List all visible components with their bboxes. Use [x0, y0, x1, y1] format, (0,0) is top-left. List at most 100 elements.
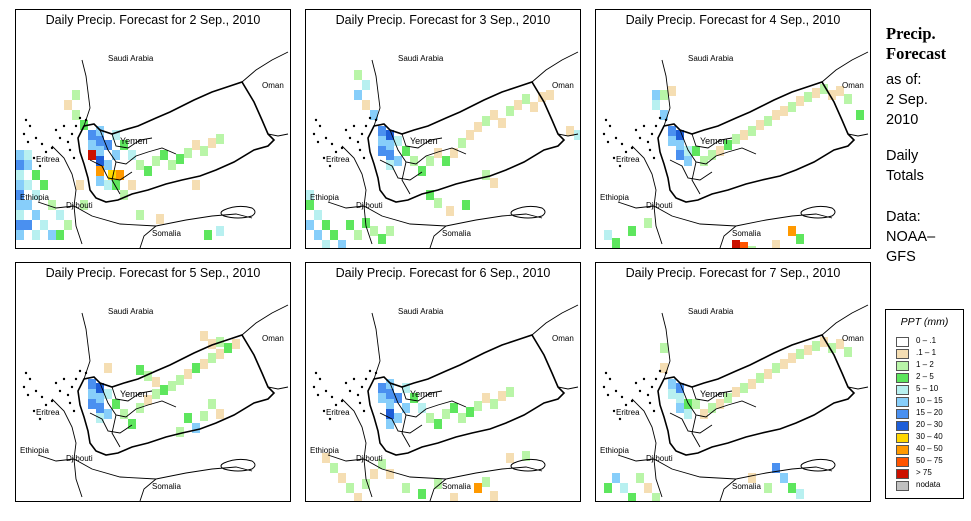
precip-cell: [522, 94, 530, 104]
coast-island: [634, 128, 638, 132]
country-border: [691, 414, 701, 448]
label-yemen: Yemen: [700, 389, 728, 399]
coast-island: [356, 140, 360, 144]
socotra-island: [800, 458, 836, 472]
precip-cell: [192, 423, 200, 433]
coast-island: [606, 140, 610, 144]
precip-cell: [104, 363, 112, 373]
precip-cell: [346, 483, 354, 493]
precip-cell: [788, 483, 796, 493]
precip-cell: [24, 200, 32, 210]
legend-swatch: [896, 421, 909, 431]
coast-island: [648, 401, 652, 405]
precip-cell: [144, 166, 152, 176]
country-border: [661, 312, 671, 380]
precip-cell: [362, 80, 370, 90]
coast-island: [648, 148, 652, 152]
precip-cell: [112, 180, 120, 190]
precip-cell: [346, 220, 354, 230]
precip-cell: [322, 240, 330, 248]
precip-cell: [136, 365, 144, 375]
legend-label: 10 – 15: [916, 396, 943, 405]
precip-cell: [668, 379, 676, 389]
precip-cell: [434, 479, 442, 489]
coast-island: [374, 371, 378, 375]
label-somalia: Somalia: [152, 229, 181, 238]
precip-cell: [330, 463, 338, 473]
precip-cell: [354, 90, 362, 100]
legend-label: .1 – 1: [916, 348, 937, 357]
coast-island: [54, 381, 58, 385]
precip-cell: [88, 150, 96, 160]
coast-island: [54, 128, 58, 132]
country-border: [669, 159, 713, 181]
precip-cell: [338, 473, 346, 483]
precip-cell: [684, 399, 692, 409]
coast-island: [70, 385, 74, 389]
precip-cell: [458, 138, 466, 148]
precip-cell: [394, 393, 402, 403]
country-border: [371, 59, 381, 127]
country-border: [691, 161, 701, 195]
precip-cell: [652, 493, 660, 501]
label-djibouti: Djibouti: [646, 201, 673, 210]
precip-cell: [16, 150, 24, 160]
coast-island: [72, 156, 76, 160]
coast-island: [356, 393, 360, 397]
coast-island: [618, 164, 622, 168]
precip-cell: [176, 427, 184, 437]
coast-island: [38, 164, 42, 168]
precip-cell: [402, 383, 410, 393]
precip-cell: [506, 453, 514, 463]
precip-cell: [764, 369, 772, 379]
country-border: [691, 133, 733, 149]
coast-island: [66, 140, 70, 144]
precip-cell: [120, 140, 128, 150]
precip-cell: [362, 100, 370, 110]
label-saudi-arabia: Saudi Arabia: [688, 307, 734, 316]
precip-cell: [80, 200, 88, 210]
precip-cell: [128, 150, 136, 160]
coast-island: [364, 377, 368, 381]
country-border: [429, 478, 447, 501]
label-ethiopia: Ethiopia: [20, 193, 49, 202]
legend-label: 15 – 20: [916, 408, 943, 417]
precip-cell: [458, 413, 466, 423]
asof-block: as of: 2 Sep. 2010: [886, 70, 928, 130]
yemen-border: [367, 334, 566, 456]
label-eritrea: Eritrea: [36, 155, 60, 164]
precip-cell: [386, 399, 394, 409]
precip-cell: [200, 331, 208, 341]
country-border: [617, 454, 833, 480]
precip-cell: [684, 156, 692, 166]
country-border: [617, 201, 833, 227]
label-djibouti: Djibouti: [356, 454, 383, 463]
precip-cell: [836, 86, 844, 96]
precip-cell: [764, 116, 772, 126]
precip-cell: [740, 242, 748, 248]
precip-cell: [434, 419, 442, 429]
data-source-block: Data: NOAA– GFS: [886, 207, 935, 267]
precip-cell: [788, 353, 796, 363]
precip-cell: [370, 226, 378, 236]
precip-cell: [386, 419, 394, 429]
precip-cell: [772, 363, 780, 373]
precip-cell: [764, 483, 772, 493]
precip-cell: [184, 148, 192, 158]
precip-cell: [490, 491, 498, 501]
precip-cell: [200, 411, 208, 421]
label-yemen: Yemen: [410, 136, 438, 146]
country-border: [679, 382, 757, 418]
label-oman: Oman: [552, 81, 574, 90]
precip-cell: [152, 377, 160, 387]
precip-cell: [378, 136, 386, 146]
coast-island: [334, 150, 338, 154]
precip-cell: [378, 383, 386, 393]
coast-island: [360, 385, 364, 389]
coast-island: [34, 389, 38, 393]
precip-cell: [88, 389, 96, 399]
precip-cell: [32, 210, 40, 220]
country-border: [241, 51, 289, 83]
precip-cell: [402, 146, 410, 156]
precip-cell: [676, 383, 684, 393]
